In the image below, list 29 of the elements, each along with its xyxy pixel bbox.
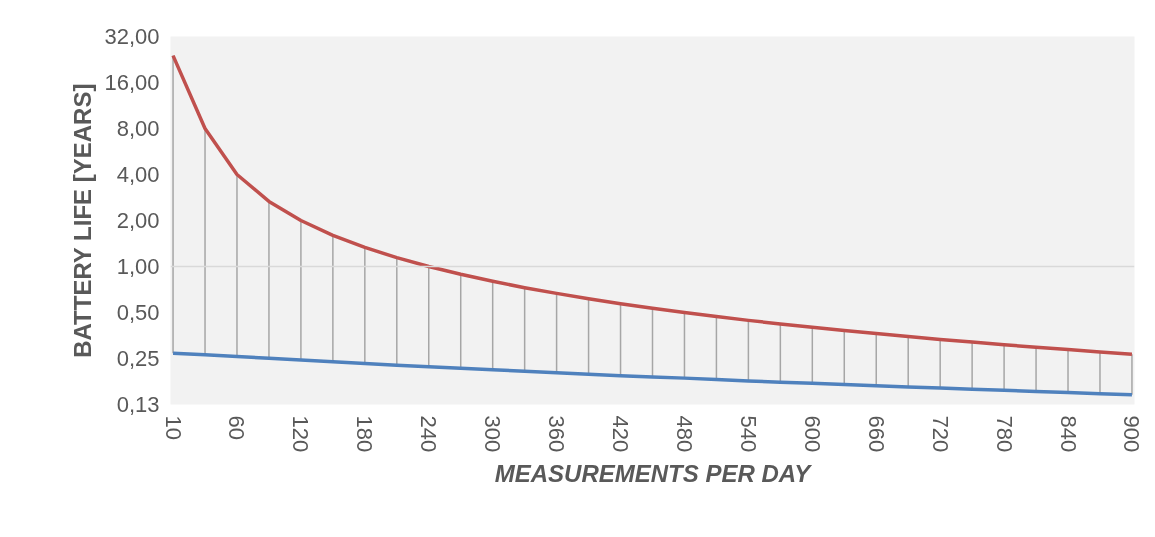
y-tick-label: 4,00 bbox=[116, 162, 160, 187]
y-tick-label: 0,13 bbox=[116, 392, 160, 417]
y-axis-title: BATTERY LIFE [YEARS] bbox=[69, 83, 97, 358]
line-series bbox=[171, 53, 1134, 356]
y-tick-label: 0,25 bbox=[116, 346, 160, 371]
x-tick-label: 780 bbox=[991, 415, 1017, 453]
x-tick-label: 360 bbox=[544, 415, 570, 453]
x-tick-label: 900 bbox=[1119, 415, 1145, 453]
y-tick-label: 0,50 bbox=[116, 300, 160, 325]
x-tick-label: 420 bbox=[608, 415, 634, 453]
x-tick-label: 120 bbox=[288, 415, 314, 453]
x-tick-label: 660 bbox=[863, 415, 889, 453]
x-tick-label: 300 bbox=[480, 415, 506, 453]
y-tick-label: 2,00 bbox=[116, 208, 160, 233]
y-tick-label: 8,00 bbox=[116, 116, 160, 141]
y-tick-label: 16,00 bbox=[104, 70, 160, 95]
x-tick-label: 10 bbox=[160, 415, 186, 440]
line-series bbox=[171, 351, 1134, 397]
y-tick-label: 32,00 bbox=[104, 24, 160, 49]
x-tick-label: 840 bbox=[1055, 415, 1081, 453]
x-tick-label: 720 bbox=[927, 415, 953, 453]
x-tick-label: 540 bbox=[735, 415, 761, 453]
x-tick-label: 240 bbox=[416, 415, 442, 453]
x-tick-label: 480 bbox=[671, 415, 697, 453]
y-tick-label: 1,00 bbox=[116, 254, 160, 279]
x-axis-title: MEASUREMENTS PER DAY bbox=[494, 460, 813, 488]
x-tick-label: 180 bbox=[352, 415, 378, 453]
x-tick-label: 600 bbox=[799, 415, 825, 453]
x-tick-label: 60 bbox=[224, 415, 250, 440]
